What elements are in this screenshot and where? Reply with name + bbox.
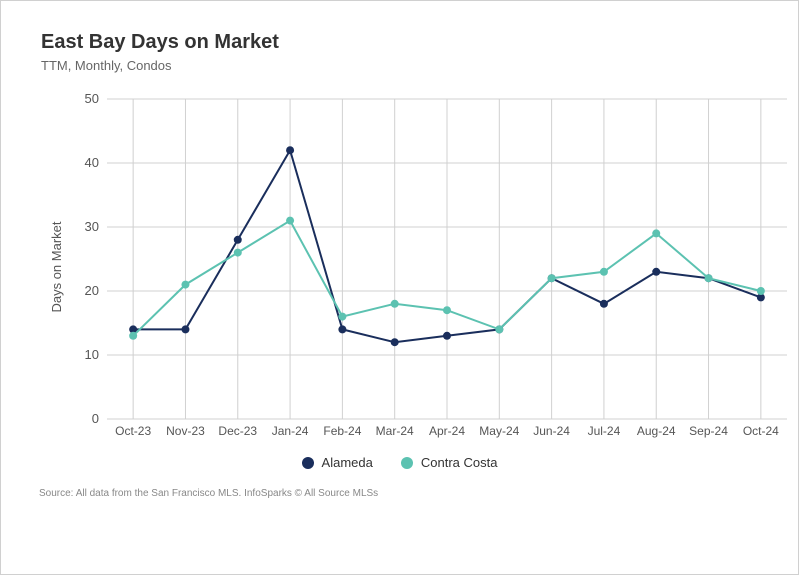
svg-text:May-24: May-24 — [479, 424, 519, 438]
svg-text:Mar-24: Mar-24 — [376, 424, 414, 438]
svg-text:Oct-24: Oct-24 — [743, 424, 779, 438]
svg-text:Jun-24: Jun-24 — [533, 424, 570, 438]
chart-subtitle: TTM, Monthly, Condos — [41, 58, 768, 73]
legend: Alameda Contra Costa — [31, 455, 768, 470]
legend-label: Alameda — [322, 455, 373, 470]
chart-area: 0 10 20 30 40 50 Oct-23 Nov-23 Dec-23 Jan-24 Feb-2… — [73, 93, 797, 441]
y-axis-label: Days on Market — [49, 221, 64, 312]
data-point — [181, 325, 189, 333]
chart-svg: 0 10 20 30 40 50 Oct-23 Nov-23 Dec-23 Jan-24 Feb-2… — [73, 93, 797, 441]
svg-text:Jan-24: Jan-24 — [272, 424, 309, 438]
data-point — [495, 325, 503, 333]
data-point — [286, 217, 294, 225]
data-point — [705, 274, 713, 282]
data-point — [443, 306, 451, 314]
svg-text:Nov-23: Nov-23 — [166, 424, 205, 438]
svg-text:0: 0 — [92, 411, 99, 426]
chart-container: East Bay Days on Market TTM, Monthly, Co… — [0, 0, 799, 575]
svg-text:Apr-24: Apr-24 — [429, 424, 465, 438]
data-point — [652, 229, 660, 237]
data-point — [548, 274, 556, 282]
svg-text:20: 20 — [85, 283, 99, 298]
data-point — [391, 300, 399, 308]
data-point — [181, 281, 189, 289]
svg-text:Sep-24: Sep-24 — [689, 424, 728, 438]
svg-text:Jul-24: Jul-24 — [588, 424, 621, 438]
data-point — [600, 300, 608, 308]
svg-text:30: 30 — [85, 219, 99, 234]
data-point — [234, 236, 242, 244]
svg-text:Feb-24: Feb-24 — [323, 424, 361, 438]
data-point — [129, 332, 137, 340]
legend-dot-icon — [302, 457, 314, 469]
legend-item: Contra Costa — [401, 455, 498, 470]
source-text: Source: All data from the San Francisco … — [39, 488, 768, 499]
data-point — [391, 338, 399, 346]
legend-label: Contra Costa — [421, 455, 498, 470]
data-point — [338, 313, 346, 321]
svg-text:50: 50 — [85, 93, 99, 106]
svg-text:10: 10 — [85, 347, 99, 362]
svg-text:Dec-23: Dec-23 — [218, 424, 257, 438]
svg-text:40: 40 — [85, 155, 99, 170]
data-point — [600, 268, 608, 276]
svg-text:Aug-24: Aug-24 — [637, 424, 676, 438]
data-point — [338, 325, 346, 333]
data-point — [652, 268, 660, 276]
legend-dot-icon — [401, 457, 413, 469]
data-point — [443, 332, 451, 340]
chart-wrap: Days on Market 0 10 20 30 40 50 Oct-23 Nov-23 De… — [31, 93, 768, 441]
chart-title: East Bay Days on Market — [41, 31, 768, 54]
data-point — [286, 146, 294, 154]
data-point — [757, 287, 765, 295]
svg-text:Oct-23: Oct-23 — [115, 424, 151, 438]
data-point — [234, 249, 242, 257]
legend-item: Alameda — [302, 455, 373, 470]
